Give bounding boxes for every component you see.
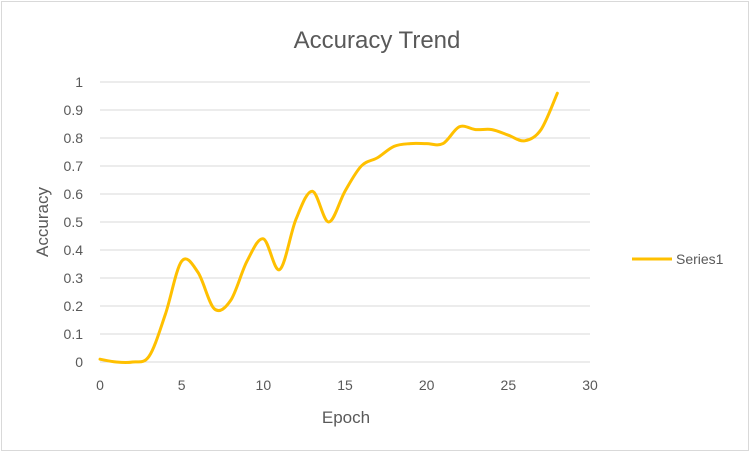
x-tick-label: 5 — [178, 377, 186, 393]
y-tick-label: 0.4 — [64, 242, 84, 258]
gridlines — [100, 81, 590, 335]
y-tick-label: 0 — [75, 354, 83, 370]
chart-title: Accuracy Trend — [294, 27, 461, 54]
y-tick-label: 0.6 — [64, 186, 84, 202]
y-tick-label: 0.1 — [64, 326, 84, 342]
legend: Series1 — [632, 251, 724, 267]
x-tick-label: 25 — [501, 377, 517, 393]
x-tick-label: 15 — [337, 377, 353, 393]
y-tick-label: 0.2 — [64, 298, 84, 314]
y-tick-label: 0.3 — [64, 270, 84, 286]
x-tick-label: 10 — [256, 377, 272, 393]
y-axis-title: Accuracy — [33, 187, 52, 257]
y-tick-label: 0.5 — [64, 214, 84, 230]
y-tick-label: 1 — [75, 74, 83, 90]
x-axis-title: Epoch — [322, 408, 370, 427]
x-axis-tick-labels: 0 5 10 15 20 25 30 — [96, 377, 598, 393]
x-tick-label: 30 — [582, 377, 598, 393]
x-tick-label: 0 — [96, 377, 104, 393]
x-tick-label: 20 — [419, 377, 435, 393]
y-axis-tick-labels: 0 0.1 0.2 0.3 0.4 0.5 0.6 0.7 0.8 0.9 1 — [64, 74, 84, 370]
series-line — [98, 91, 559, 365]
legend-label: Series1 — [676, 251, 724, 267]
y-tick-label: 0.7 — [64, 158, 84, 174]
series-layer — [98, 91, 559, 365]
y-tick-label: 0.9 — [64, 102, 84, 118]
y-tick-label: 0.8 — [64, 130, 84, 146]
